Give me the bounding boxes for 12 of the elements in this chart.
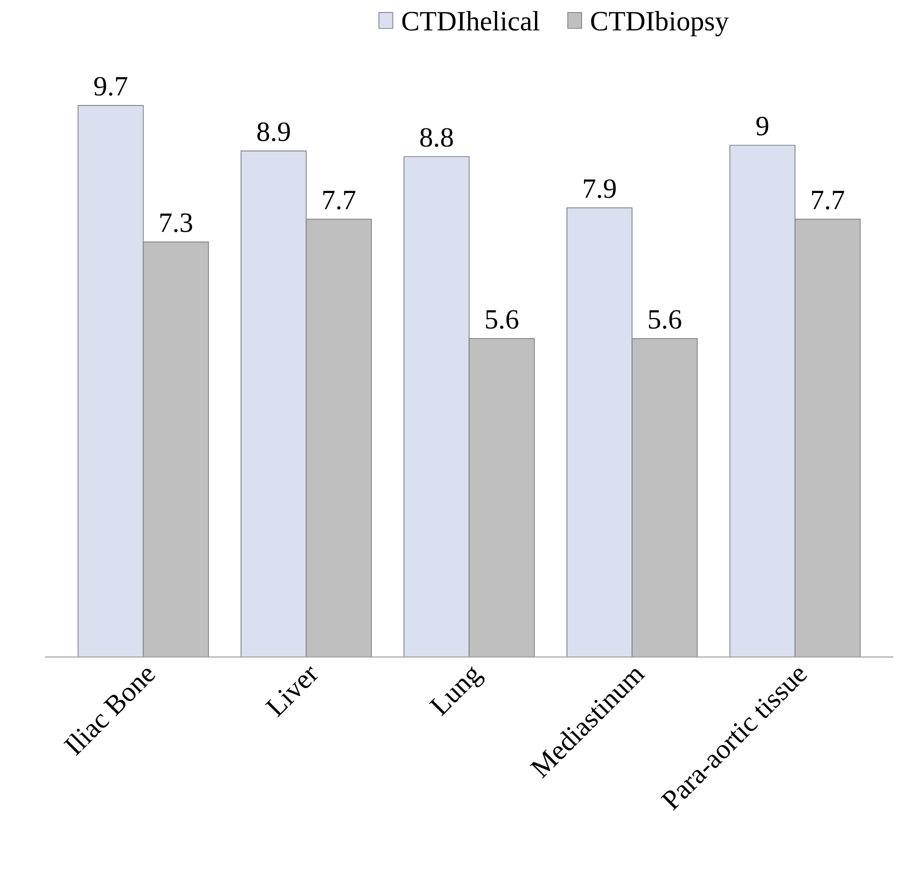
data-label: 5.6 <box>648 310 682 329</box>
legend-label: CTDIhelical <box>402 11 540 31</box>
data-label: 7.3 <box>160 213 192 232</box>
legend-label: CTDIbiopsy <box>591 11 729 36</box>
data-label: 9.7 <box>94 76 128 96</box>
data-label: 7.9 <box>584 179 616 198</box>
data-label: 7.7 <box>323 190 356 210</box>
data-label: 5.6 <box>486 310 518 329</box>
data-label: 8.9 <box>257 122 290 142</box>
data-label: 9 <box>756 116 768 136</box>
data-label: 8.8 <box>420 128 453 147</box>
data-label: 7.7 <box>812 190 844 210</box>
